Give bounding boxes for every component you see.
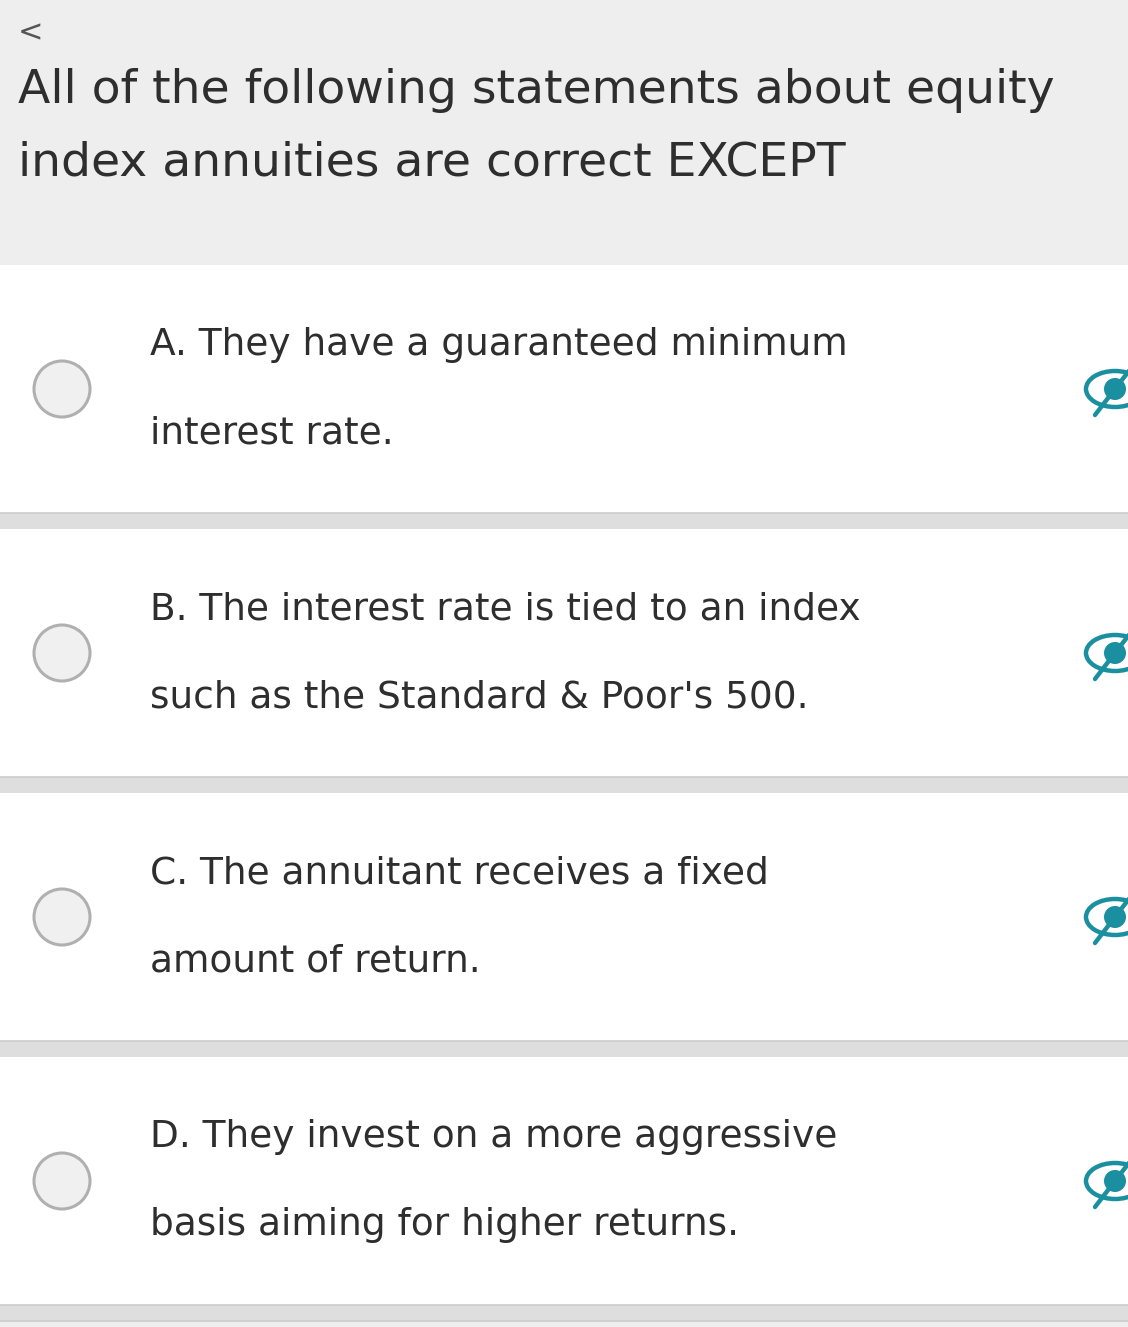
- FancyBboxPatch shape: [0, 778, 1128, 794]
- FancyBboxPatch shape: [0, 1304, 1128, 1320]
- Text: C. The annuitant receives a fixed: C. The annuitant receives a fixed: [150, 855, 769, 890]
- Text: amount of return.: amount of return.: [150, 943, 481, 979]
- Text: such as the Standard & Poor's 500.: such as the Standard & Poor's 500.: [150, 679, 809, 715]
- Text: <: <: [18, 19, 44, 46]
- FancyBboxPatch shape: [0, 514, 1128, 529]
- Text: basis aiming for higher returns.: basis aiming for higher returns.: [150, 1208, 739, 1243]
- Circle shape: [34, 889, 90, 945]
- FancyBboxPatch shape: [0, 1040, 1128, 1058]
- FancyBboxPatch shape: [0, 529, 1128, 778]
- Text: index annuities are correct EXCEPT: index annuities are correct EXCEPT: [18, 141, 846, 184]
- Circle shape: [1104, 378, 1126, 399]
- Text: A. They have a guaranteed minimum: A. They have a guaranteed minimum: [150, 326, 847, 364]
- Circle shape: [1104, 1170, 1126, 1192]
- Circle shape: [1104, 642, 1126, 664]
- Text: interest rate.: interest rate.: [150, 415, 394, 451]
- Circle shape: [1104, 906, 1126, 928]
- FancyBboxPatch shape: [0, 265, 1128, 514]
- FancyBboxPatch shape: [0, 794, 1128, 1040]
- Text: All of the following statements about equity: All of the following statements about eq…: [18, 68, 1055, 113]
- Text: D. They invest on a more aggressive: D. They invest on a more aggressive: [150, 1119, 837, 1154]
- FancyBboxPatch shape: [0, 1058, 1128, 1304]
- Text: B. The interest rate is tied to an index: B. The interest rate is tied to an index: [150, 591, 861, 626]
- Circle shape: [34, 361, 90, 417]
- Circle shape: [34, 625, 90, 681]
- Circle shape: [34, 1153, 90, 1209]
- FancyBboxPatch shape: [0, 0, 1128, 265]
